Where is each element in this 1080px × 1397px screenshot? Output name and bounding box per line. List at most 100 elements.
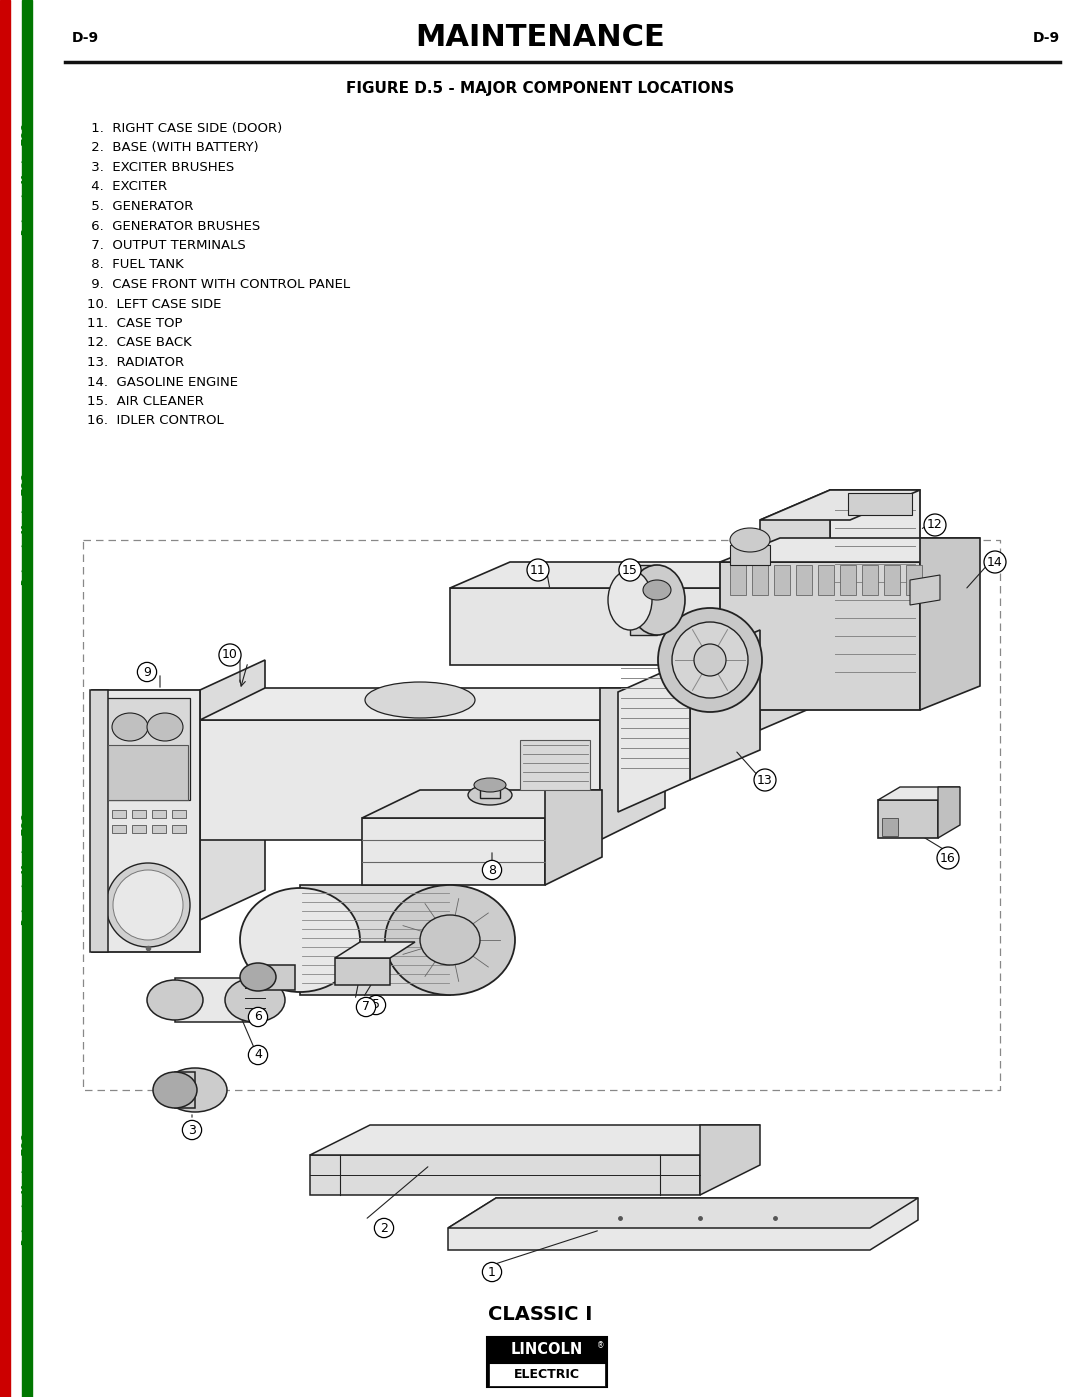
- Polygon shape: [789, 562, 850, 665]
- Ellipse shape: [240, 963, 276, 990]
- Ellipse shape: [106, 863, 190, 947]
- Text: 11: 11: [530, 563, 545, 577]
- Polygon shape: [92, 690, 200, 951]
- Text: 6: 6: [254, 1010, 262, 1024]
- Polygon shape: [831, 490, 920, 700]
- Polygon shape: [920, 538, 980, 710]
- Text: 2: 2: [380, 1221, 388, 1235]
- Text: 5: 5: [372, 999, 380, 1011]
- Polygon shape: [200, 659, 265, 921]
- Ellipse shape: [672, 622, 748, 698]
- Polygon shape: [840, 564, 856, 595]
- Ellipse shape: [147, 981, 203, 1020]
- Polygon shape: [720, 538, 980, 562]
- Text: 12: 12: [927, 518, 943, 531]
- Polygon shape: [760, 490, 831, 731]
- Text: D-9: D-9: [1032, 31, 1059, 45]
- Polygon shape: [519, 740, 590, 789]
- Text: 5.  GENERATOR: 5. GENERATOR: [87, 200, 193, 212]
- Ellipse shape: [658, 608, 762, 712]
- Text: LINCOLN: LINCOLN: [511, 1341, 583, 1356]
- Text: 3.  EXCITER BRUSHES: 3. EXCITER BRUSHES: [87, 161, 234, 175]
- Text: 13.  RADIATOR: 13. RADIATOR: [87, 356, 184, 369]
- Text: 14: 14: [987, 556, 1003, 569]
- Polygon shape: [906, 564, 922, 595]
- Polygon shape: [175, 978, 255, 1023]
- Text: 11.  CASE TOP: 11. CASE TOP: [87, 317, 183, 330]
- Polygon shape: [310, 1125, 760, 1155]
- Polygon shape: [132, 826, 146, 833]
- Text: 1: 1: [488, 1266, 496, 1278]
- Polygon shape: [172, 826, 186, 833]
- Polygon shape: [878, 787, 960, 800]
- Text: 4: 4: [254, 1049, 262, 1062]
- Polygon shape: [618, 659, 690, 812]
- Polygon shape: [720, 562, 920, 710]
- Polygon shape: [882, 819, 897, 835]
- Polygon shape: [112, 810, 126, 819]
- Text: 16.  IDLER CONTROL: 16. IDLER CONTROL: [87, 415, 224, 427]
- Polygon shape: [939, 787, 960, 838]
- Text: Return to Section TOC: Return to Section TOC: [0, 813, 10, 926]
- Ellipse shape: [384, 886, 515, 995]
- Bar: [487, 1337, 607, 1387]
- Polygon shape: [172, 810, 186, 819]
- Text: 7: 7: [362, 1000, 370, 1013]
- Text: 15: 15: [622, 563, 638, 577]
- Polygon shape: [450, 588, 789, 665]
- Text: ELECTRIC: ELECTRIC: [514, 1368, 580, 1380]
- Ellipse shape: [694, 644, 726, 676]
- Text: 9.  CASE FRONT WITH CONTROL PANEL: 9. CASE FRONT WITH CONTROL PANEL: [87, 278, 350, 291]
- Text: 10: 10: [222, 648, 238, 662]
- Text: FIGURE D.5 - MAJOR COMPONENT LOCATIONS: FIGURE D.5 - MAJOR COMPONENT LOCATIONS: [346, 81, 734, 95]
- Polygon shape: [630, 564, 657, 636]
- Polygon shape: [600, 687, 665, 840]
- Polygon shape: [796, 564, 812, 595]
- Text: 6.  GENERATOR BRUSHES: 6. GENERATOR BRUSHES: [87, 219, 260, 232]
- Text: CLASSIC I: CLASSIC I: [488, 1306, 592, 1324]
- Text: Return to Master TOC: Return to Master TOC: [23, 814, 31, 925]
- Text: Return to Section TOC: Return to Section TOC: [0, 1133, 10, 1246]
- Polygon shape: [105, 698, 190, 800]
- Ellipse shape: [608, 570, 652, 630]
- Bar: [22, 0, 32, 1397]
- Text: Return to Section TOC: Return to Section TOC: [0, 123, 10, 236]
- Ellipse shape: [112, 712, 148, 740]
- Text: 16: 16: [940, 852, 956, 865]
- Polygon shape: [910, 576, 940, 605]
- Polygon shape: [258, 965, 295, 990]
- Text: Return to Section TOC: Return to Section TOC: [0, 474, 10, 587]
- Polygon shape: [690, 630, 760, 780]
- Polygon shape: [730, 564, 746, 595]
- Ellipse shape: [474, 778, 507, 792]
- Ellipse shape: [468, 785, 512, 805]
- Text: 4.  EXCITER: 4. EXCITER: [87, 180, 167, 194]
- Polygon shape: [878, 800, 939, 838]
- Ellipse shape: [629, 564, 685, 636]
- Polygon shape: [752, 564, 768, 595]
- Text: Return to Master TOC: Return to Master TOC: [23, 1134, 31, 1246]
- Polygon shape: [200, 687, 665, 719]
- Text: Return to Master TOC: Return to Master TOC: [23, 475, 31, 585]
- Polygon shape: [818, 564, 834, 595]
- Polygon shape: [132, 810, 146, 819]
- Polygon shape: [848, 493, 912, 515]
- Polygon shape: [862, 564, 878, 595]
- Polygon shape: [760, 490, 920, 520]
- Text: 15.  AIR CLEANER: 15. AIR CLEANER: [87, 395, 204, 408]
- Text: ®: ®: [597, 1341, 605, 1350]
- Ellipse shape: [163, 1067, 227, 1112]
- Text: 2.  BASE (WITH BATTERY): 2. BASE (WITH BATTERY): [87, 141, 258, 155]
- Polygon shape: [90, 690, 108, 951]
- Polygon shape: [335, 942, 415, 958]
- Text: 14.  GASOLINE ENGINE: 14. GASOLINE ENGINE: [87, 376, 238, 388]
- Polygon shape: [450, 562, 850, 588]
- Ellipse shape: [420, 915, 480, 965]
- Ellipse shape: [643, 580, 671, 599]
- Polygon shape: [310, 1155, 700, 1194]
- Polygon shape: [448, 1199, 918, 1250]
- Polygon shape: [362, 819, 545, 886]
- Ellipse shape: [153, 1071, 197, 1108]
- Text: 9: 9: [143, 665, 151, 679]
- Ellipse shape: [240, 888, 360, 992]
